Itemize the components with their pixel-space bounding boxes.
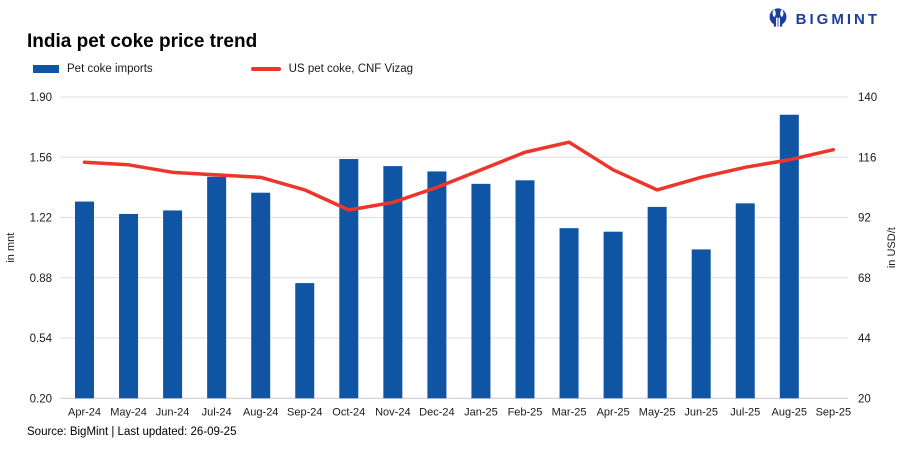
left-axis-tick: 0.20 [30,393,52,405]
left-axis-tick: 1.56 [30,152,52,164]
bar-Jun-25 [691,249,711,399]
brand-name: BIGMINT [795,10,880,28]
bigmint-m-icon [769,8,787,28]
x-axis-label-Jul-25: Jul-25 [730,406,760,418]
chart-legend: Pet coke imports US pet coke, CNF Vizag [33,63,413,75]
x-axis-label-Aug-25: Aug-25 [772,406,807,418]
x-axis-label-Apr-24: Apr-24 [68,406,101,418]
x-axis-label-Feb-25: Feb-25 [508,406,543,418]
bar-Jul-24 [207,176,227,399]
x-axis-label-Jan-25: Jan-25 [464,406,498,418]
price-trend-chart: 1.90 140 1.56 116 1.22 92 0.88 68 0.54 44 0.20 20 in… [5,92,898,418]
right-axis-tick: 20 [858,393,871,405]
right-axis-tick: 92 [858,213,871,225]
x-axis-label-May-25: May-25 [639,406,676,418]
bar-Feb-25 [515,180,535,399]
bar-Dec-24 [427,171,447,399]
bar-May-25 [647,206,667,399]
left-axis-tick: 0.54 [30,333,53,345]
x-axis-label-May-24: May-24 [110,406,147,418]
bar-Jun-24 [163,210,183,399]
x-axis-label-Jul-24: Jul-24 [202,406,232,418]
bar-Sep-24 [295,283,315,399]
x-axis-label-Nov-24: Nov-24 [375,406,410,418]
right-axis-tick: 44 [858,333,871,345]
right-axis-tick: 116 [858,152,876,164]
x-axis-label-Apr-25: Apr-25 [597,406,630,418]
legend-item-bar: Pet coke imports [33,63,153,75]
left-axis-tick: 1.22 [30,213,52,225]
left-axis-tick: 0.88 [30,273,52,285]
x-axis-label-Jun-25: Jun-25 [684,406,718,418]
bar-Nov-24 [383,166,403,399]
bar-May-24 [119,213,139,399]
left-axis-tick: 1.90 [30,92,52,104]
x-axis-label-Aug-24: Aug-24 [243,406,278,418]
chart-area: 1.90 140 1.56 116 1.22 92 0.88 68 0.54 44 0.20 20 in… [0,88,906,423]
right-axis-tick: 140 [858,92,877,104]
x-axis-label-Sep-24: Sep-24 [287,406,322,418]
x-axis-label-Sep-25: Sep-25 [816,406,851,418]
bar-Aug-24 [251,192,271,399]
legend-item-line: US pet coke, CNF Vizag [250,63,414,75]
x-axis-label-Oct-24: Oct-24 [332,406,365,418]
bar-Mar-25 [559,228,579,399]
bar-Oct-24 [339,159,359,399]
bar-Apr-24 [75,201,94,399]
line-series-swatch [250,67,281,71]
bar-Aug-25 [779,114,799,399]
legend-label-bar: Pet coke imports [67,63,153,75]
x-axis-label-Mar-25: Mar-25 [552,406,587,418]
bigmint-logo: BIGMINT [767,7,880,31]
x-axis-label-Dec-24: Dec-24 [419,406,454,418]
right-axis-tick: 68 [858,273,871,285]
bar-Jul-25 [735,203,755,399]
right-axis-label: in USD/t [886,227,898,268]
price-line [82,140,836,212]
page-title: India pet coke price trend [27,31,258,52]
legend-label-line: US pet coke, CNF Vizag [288,63,414,75]
left-axis-label: in mnt [5,233,17,263]
bar-Apr-25 [603,231,623,399]
x-axis-label-Jun-24: Jun-24 [156,406,190,418]
source-note: Source: BigMint | Last updated: 26-09-25 [27,426,237,438]
bar-series-swatch [33,65,59,73]
bar-Jan-25 [471,183,491,399]
